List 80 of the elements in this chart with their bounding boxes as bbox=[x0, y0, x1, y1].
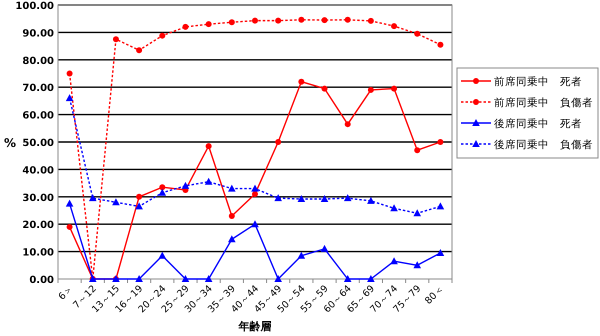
point bbox=[390, 204, 398, 212]
point bbox=[367, 196, 375, 204]
point bbox=[135, 202, 143, 210]
point bbox=[391, 86, 398, 92]
point bbox=[413, 209, 422, 216]
point bbox=[437, 42, 444, 48]
point bbox=[436, 248, 444, 256]
point bbox=[112, 36, 119, 42]
y-tick-label: 10.00 bbox=[22, 248, 54, 259]
point bbox=[414, 30, 420, 37]
point bbox=[437, 139, 444, 145]
point bbox=[159, 32, 166, 39]
point bbox=[298, 252, 306, 259]
y-tick-label: 70.00 bbox=[22, 83, 54, 94]
point bbox=[182, 182, 190, 189]
point bbox=[344, 121, 351, 128]
legend-label: 前席同乗中 死者 bbox=[494, 75, 582, 88]
point bbox=[182, 24, 188, 30]
point bbox=[390, 257, 398, 264]
legend-label: 後席同乗中 死者 bbox=[494, 117, 582, 130]
point bbox=[275, 139, 282, 145]
point bbox=[204, 275, 212, 282]
point bbox=[414, 147, 420, 154]
y-tick-label: 50.00 bbox=[22, 138, 54, 149]
legend-label: 後席同乗中 負傷者 bbox=[494, 138, 593, 151]
point bbox=[320, 194, 328, 202]
point bbox=[436, 202, 444, 210]
y-tick-label: 100.00 bbox=[15, 1, 54, 12]
y-tick-label: 80.00 bbox=[22, 56, 54, 67]
point bbox=[135, 275, 143, 282]
point bbox=[322, 86, 328, 92]
point bbox=[228, 184, 236, 192]
point bbox=[368, 86, 374, 93]
point bbox=[88, 194, 97, 202]
point bbox=[204, 178, 212, 185]
point bbox=[252, 191, 258, 198]
point bbox=[182, 275, 190, 282]
point bbox=[66, 200, 74, 207]
y-tick-label: 0.00 bbox=[29, 275, 54, 286]
y-tick-label: 60.00 bbox=[22, 110, 54, 122]
point bbox=[298, 78, 304, 85]
point bbox=[413, 261, 422, 268]
point bbox=[344, 16, 351, 23]
y-tick-label: 30.00 bbox=[22, 192, 54, 204]
legend-label: 前席同乗中 負傷者 bbox=[494, 96, 593, 109]
point bbox=[228, 235, 236, 242]
point bbox=[112, 198, 120, 206]
y-tick-label: 90.00 bbox=[22, 28, 54, 40]
point bbox=[251, 220, 259, 228]
point bbox=[158, 188, 166, 196]
point bbox=[298, 16, 304, 23]
point bbox=[228, 212, 235, 219]
y-axis-title: % bbox=[4, 136, 16, 150]
point bbox=[136, 194, 142, 200]
y-tick-label: 20.00 bbox=[22, 220, 54, 232]
point bbox=[320, 244, 328, 252]
point bbox=[368, 18, 374, 24]
point bbox=[322, 17, 328, 24]
x-tick-label: 80＜ bbox=[423, 283, 447, 307]
point bbox=[66, 224, 73, 230]
point bbox=[344, 275, 352, 282]
point bbox=[159, 184, 166, 190]
point bbox=[344, 194, 352, 202]
point bbox=[206, 21, 212, 28]
point bbox=[275, 18, 282, 24]
point bbox=[251, 184, 259, 192]
point bbox=[274, 275, 282, 282]
point bbox=[367, 275, 375, 282]
point bbox=[66, 70, 73, 76]
point bbox=[66, 94, 74, 102]
x-axis-title: 年齢層 bbox=[238, 320, 272, 333]
point bbox=[252, 18, 258, 24]
point bbox=[274, 194, 282, 202]
point bbox=[298, 194, 306, 202]
point bbox=[228, 19, 235, 26]
point bbox=[391, 23, 398, 30]
point bbox=[206, 143, 212, 150]
y-tick-label: 40.00 bbox=[22, 165, 54, 176]
point bbox=[136, 47, 142, 54]
point bbox=[158, 252, 166, 259]
